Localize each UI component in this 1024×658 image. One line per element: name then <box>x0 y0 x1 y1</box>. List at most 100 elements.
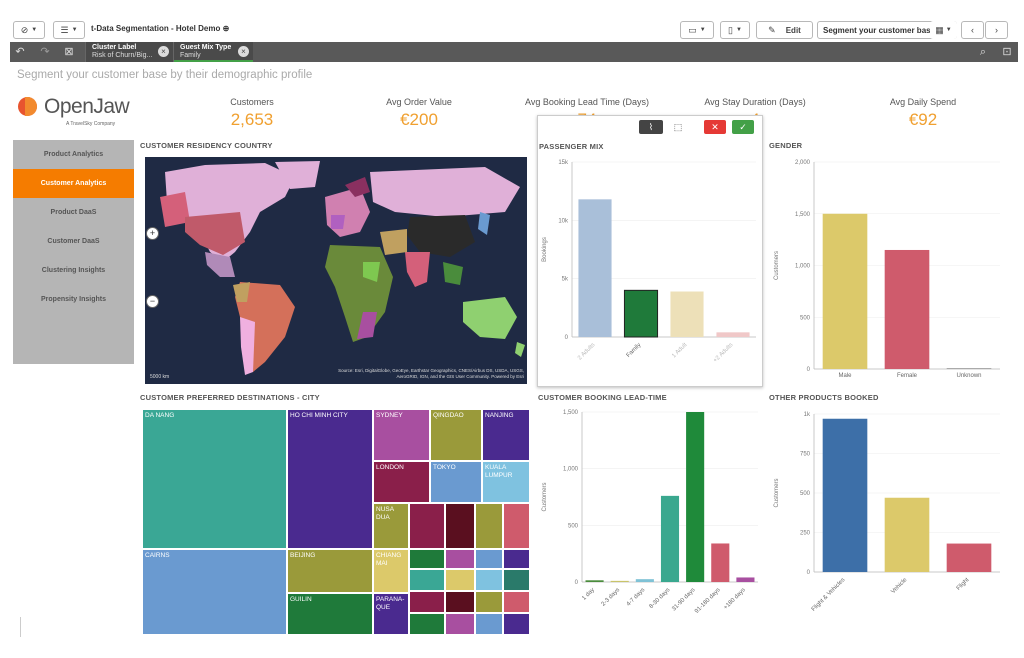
bar[interactable] <box>635 579 654 582</box>
region-chile[interactable] <box>240 317 255 375</box>
treemap-cell-small[interactable] <box>409 569 445 591</box>
zoom-in-icon[interactable]: + <box>146 227 159 240</box>
treemap-cell-small[interactable] <box>445 613 475 635</box>
region-middle-east[interactable] <box>380 229 407 255</box>
treemap-cell-small[interactable] <box>475 503 503 549</box>
region-france[interactable] <box>331 215 345 229</box>
treemap-cell[interactable]: HO CHI MINH CITY <box>287 409 373 549</box>
destinations-treemap[interactable]: DA NANG HO CHI MINH CITY CAIRNS BEIJING … <box>142 409 530 635</box>
smart-search-icon[interactable]: ⊡ <box>1002 46 1012 58</box>
region-new-zealand[interactable] <box>515 342 525 357</box>
treemap-cell-small[interactable] <box>445 569 475 591</box>
treemap-cell[interactable]: LONDON <box>373 461 430 503</box>
treemap-cell-small[interactable] <box>445 503 475 549</box>
bar[interactable] <box>884 497 930 572</box>
treemap-cell-small[interactable] <box>409 549 445 569</box>
region-south-africa[interactable] <box>357 312 377 339</box>
bar[interactable] <box>578 199 612 337</box>
treemap-cell-small[interactable] <box>503 503 530 549</box>
select-tools-button[interactable]: ⬚ <box>669 120 687 134</box>
bar[interactable] <box>585 580 604 582</box>
nav-item-product-daas[interactable]: Product DaaS <box>50 209 97 216</box>
treemap-cell-small[interactable] <box>409 591 445 613</box>
presentation-button[interactable]: ▭ ▼ <box>680 21 714 39</box>
treemap-cell[interactable]: QINGDAO <box>430 409 482 461</box>
step-back-icon[interactable]: ↶ <box>15 46 25 58</box>
region-scandinavia[interactable] <box>345 177 370 197</box>
treemap-cell-small[interactable] <box>475 549 503 569</box>
region-china[interactable] <box>407 215 475 257</box>
treemap-cell[interactable]: DA NANG <box>142 409 287 549</box>
region-greenland[interactable] <box>275 161 320 189</box>
selection-chip-cluster-label[interactable]: Cluster Label Risk of Churn/Big... × <box>85 42 173 62</box>
region-colombia[interactable] <box>233 282 250 302</box>
close-icon[interactable]: × <box>238 46 249 57</box>
bar[interactable] <box>716 332 750 337</box>
treemap-cell[interactable]: GUILIN <box>287 593 373 635</box>
bar[interactable] <box>610 580 629 582</box>
region-usa[interactable] <box>185 212 245 255</box>
region-russia[interactable] <box>370 167 520 217</box>
region-se-asia[interactable] <box>443 262 463 285</box>
treemap-cell[interactable]: KUALA LUMPUR <box>482 461 530 503</box>
treemap-cell[interactable]: CAIRNS <box>142 549 287 635</box>
treemap-cell-small[interactable] <box>503 549 530 569</box>
treemap-cell-small[interactable] <box>503 591 530 613</box>
bar[interactable] <box>670 291 704 338</box>
gender-chart[interactable]: Customers 0 500 1,000 1,500 2,000 Male Female Un… <box>770 150 1010 385</box>
lead-time-chart[interactable]: Customers 0 500 1,000 1,500 1 day 2-3 days 4-7 … <box>538 402 762 637</box>
search-icon[interactable]: ⌕ <box>979 46 987 58</box>
step-forward-icon[interactable]: ↷ <box>40 46 50 58</box>
confirm-selection-button[interactable]: ✓ <box>732 120 754 134</box>
other-products-chart[interactable]: Customers 0 250 500 750 1k Flight & Vehicles Ve… <box>770 402 1010 637</box>
treemap-cell[interactable]: NANJING <box>482 409 530 461</box>
bar[interactable] <box>884 249 930 369</box>
close-icon[interactable]: × <box>158 46 169 57</box>
zoom-out-icon[interactable]: − <box>146 295 159 308</box>
passenger-mix-chart[interactable]: Bookings 0 5k 10k 15k 2 Adults Family 1 Adult +2… <box>538 150 762 385</box>
next-sheet-button[interactable]: › <box>985 21 1008 39</box>
list-menu-button[interactable]: ☰ ▼ <box>53 21 85 39</box>
treemap-cell-small[interactable] <box>475 591 503 613</box>
navigation-menu-button[interactable]: ⊘ ▼ <box>13 21 45 39</box>
treemap-cell-small[interactable] <box>409 613 445 635</box>
cancel-selection-button[interactable]: ✕ <box>704 120 726 134</box>
region-mexico[interactable] <box>205 252 235 277</box>
bar[interactable] <box>686 412 705 582</box>
nav-item-propensity-insights[interactable]: Propensity Insights <box>41 296 106 303</box>
previous-sheet-button[interactable]: ‹ <box>961 21 984 39</box>
treemap-cell-small[interactable] <box>445 591 475 613</box>
bar[interactable] <box>736 577 755 582</box>
treemap-cell[interactable]: BEIJING <box>287 549 373 593</box>
bar[interactable] <box>623 289 659 338</box>
nav-item-customer-analytics[interactable]: Customer Analytics <box>13 169 134 198</box>
treemap-cell[interactable]: NUSA DUA <box>373 503 409 549</box>
bar[interactable] <box>822 213 868 369</box>
passenger-mix-panel[interactable]: ⌇ ⬚ ✕ ✓ PASSENGER MIX <box>537 115 763 387</box>
edit-button[interactable]: ✎ Edit <box>756 21 813 39</box>
region-japan[interactable] <box>478 212 490 235</box>
lasso-select-button[interactable]: ⌇ <box>639 120 663 134</box>
treemap-cell[interactable]: TOKYO <box>430 461 482 503</box>
region-alaska[interactable] <box>160 192 190 227</box>
nav-item-customer-daas[interactable]: Customer DaaS <box>47 238 100 245</box>
region-east-africa[interactable] <box>363 262 380 282</box>
bookmark-button[interactable]: ▯ ▼ <box>720 21 750 39</box>
treemap-cell-small[interactable] <box>409 503 445 549</box>
nav-item-product-analytics[interactable]: Product Analytics <box>43 151 104 158</box>
treemap-cell[interactable]: PARANA-QUE <box>373 593 409 635</box>
bar[interactable] <box>822 418 868 572</box>
treemap-cell-small[interactable] <box>445 549 475 569</box>
treemap-cell-small[interactable] <box>475 613 503 635</box>
bar[interactable] <box>946 368 992 369</box>
treemap-cell-small[interactable] <box>503 613 530 635</box>
treemap-cell-small[interactable] <box>475 569 503 591</box>
bar[interactable] <box>946 543 992 572</box>
region-north-america[interactable] <box>165 163 295 262</box>
region-india[interactable] <box>405 252 430 287</box>
bar[interactable] <box>711 543 730 582</box>
treemap-cell-small[interactable] <box>503 569 530 591</box>
region-australia[interactable] <box>463 297 517 339</box>
nav-item-clustering-insights[interactable]: Clustering Insights <box>41 267 106 274</box>
treemap-cell[interactable]: SYDNEY <box>373 409 430 461</box>
